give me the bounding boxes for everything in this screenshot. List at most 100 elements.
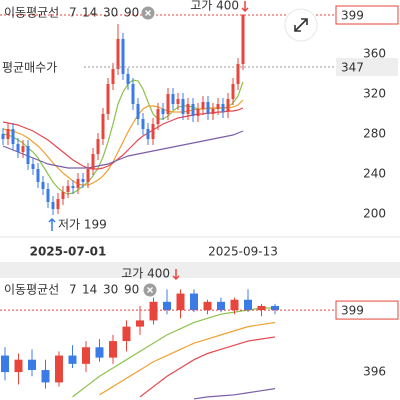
candle-body [111,69,115,84]
high-annotation: 고가 400 [190,0,239,13]
candle-body [86,169,90,182]
legend-entry: 90 [124,6,139,20]
candle-body [96,139,100,154]
candle-body [203,301,212,311]
legend-entry: 90 [124,283,139,297]
candle-body [186,104,190,114]
candle-body [146,129,150,139]
candle-body [16,144,20,152]
candle-body [106,84,110,114]
candle-body [226,99,230,112]
candle-body [196,109,200,116]
plot [1,289,279,400]
candle-body [241,15,245,64]
ma-line [193,388,276,400]
candle-body [51,202,55,209]
average-price-box [336,58,398,76]
candle-body [1,355,9,373]
candle-body [14,359,23,373]
candle-body [151,124,155,139]
y-tick-label: 240 [363,167,386,181]
y-tick-label: 280 [363,127,386,141]
expand-icon[interactable] [294,18,308,32]
candle-body [101,114,105,139]
panel-divider [0,262,400,278]
candle-body [109,341,117,358]
legend-entry: 30 [103,283,118,297]
candle-body [41,182,45,189]
candle-body [136,104,140,119]
candle-body [121,39,125,74]
candle-body [61,192,65,199]
candle-body [244,299,252,311]
close-ma-button-2[interactable] [143,283,157,297]
candle-body [231,84,235,99]
y-tick-label: 360 [363,47,386,61]
candle-body [166,94,170,114]
candle-body [91,154,95,169]
candle-body [41,370,50,383]
candle-body [171,94,175,104]
candle-body [163,301,171,311]
candle-body [1,134,5,139]
candle-body [191,104,195,116]
high-arrow [172,269,180,281]
current-price-label: 399 [341,9,364,23]
current-price-box [335,300,399,320]
ma-line [99,321,276,396]
y-tick-label: 200 [363,207,386,221]
close-ma-icon[interactable] [145,10,151,16]
candle-body [55,355,63,383]
x-tick-label: 2025-07-01 [30,245,107,259]
candle-body [126,74,130,84]
candle-body [230,299,239,311]
candle-body [201,102,205,109]
candle-body [28,359,36,371]
candle-body [217,301,225,311]
candle-body [131,84,135,104]
close-ma-button[interactable] [141,6,155,20]
candle-body [95,347,104,358]
candle-body [136,320,144,327]
candle-body [6,129,10,139]
candle-body [68,355,77,364]
candle-body [190,293,198,311]
close-ma-icon[interactable] [147,287,153,293]
candle-body [271,305,279,311]
low-annotation: 저가 199 [58,218,107,232]
candle-body [11,129,15,144]
candle-body [116,39,120,69]
x-tick-label: 2025-09-13 [208,245,278,259]
candle-body [82,347,90,364]
candle-body [149,301,158,321]
expand-button[interactable] [284,8,318,42]
candle-body [176,99,180,104]
candle-body [211,109,215,114]
candle-body [36,169,40,182]
legend-entry: 7 [69,283,77,297]
ma-line [139,336,276,398]
legend-entry: 30 [103,6,118,20]
y-tick-label: 320 [363,87,386,101]
y-tick-label: 396 [363,365,386,379]
average-price-label: 평균매수가 [2,61,57,75]
legend-entry: 7 [69,6,77,20]
legend-entry: 14 [82,283,97,297]
ma-line [72,307,275,398]
candle-body [156,109,160,124]
legend-title: 이동평균선 [4,6,59,20]
candle-body [181,99,185,114]
candle-body [122,326,131,342]
candle-body [21,146,25,152]
candle-body [161,109,165,114]
high-arrow [241,1,249,13]
candle-body [81,179,85,182]
low-arrow [48,217,56,231]
candle-body [76,179,80,188]
current-price-label: 399 [341,304,364,318]
candle-body [257,305,266,311]
candle-body [46,189,50,202]
average-price-value: 347 [341,61,364,75]
candle-body [236,64,240,84]
